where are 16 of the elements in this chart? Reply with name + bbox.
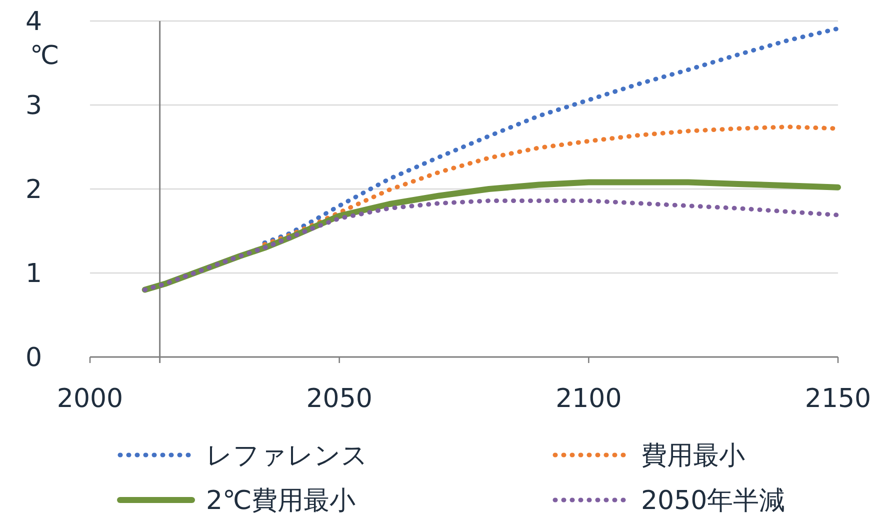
x-tick-label: 2050 — [306, 384, 372, 414]
x-tick-label: 2150 — [804, 384, 872, 414]
y-tick-label: 2 — [25, 175, 42, 206]
y-tick-label: 0 — [25, 343, 42, 374]
x-tick-label: 2000 — [56, 384, 124, 414]
legend-label: レファレンス — [206, 441, 368, 472]
legend-label: 2℃費用最小 — [206, 486, 356, 515]
legend-label: 費用最小 — [641, 441, 745, 472]
y-tick-label: 4 — [25, 7, 42, 38]
line-series — [142, 198, 840, 292]
y-tick-label: 1 — [25, 259, 42, 290]
legend-label: 2050年半減 — [641, 486, 786, 515]
y-axis-title: ℃ — [30, 41, 60, 71]
line-series — [262, 26, 840, 246]
x-tick-label: 2100 — [556, 384, 622, 414]
y-tick-label: 3 — [25, 91, 42, 122]
